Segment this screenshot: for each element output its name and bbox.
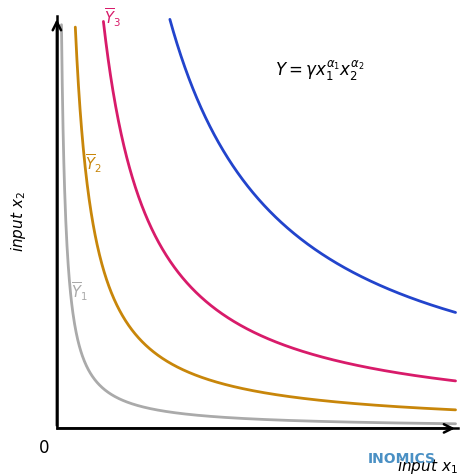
- Text: $\overline{Y}_3$: $\overline{Y}_3$: [103, 7, 120, 30]
- Text: input $x_2$: input $x_2$: [9, 191, 28, 252]
- Text: $\overline{Y}_1$: $\overline{Y}_1$: [71, 280, 88, 303]
- Text: $Y = \gamma x_1^{\alpha_1} x_2^{\alpha_2}$: $Y = \gamma x_1^{\alpha_1} x_2^{\alpha_2…: [275, 59, 365, 83]
- Text: 0: 0: [39, 439, 49, 457]
- Text: $\overline{Y}_2$: $\overline{Y}_2$: [85, 153, 102, 175]
- Text: input $x_1$: input $x_1$: [397, 457, 458, 476]
- Text: INOMICS: INOMICS: [368, 453, 436, 466]
